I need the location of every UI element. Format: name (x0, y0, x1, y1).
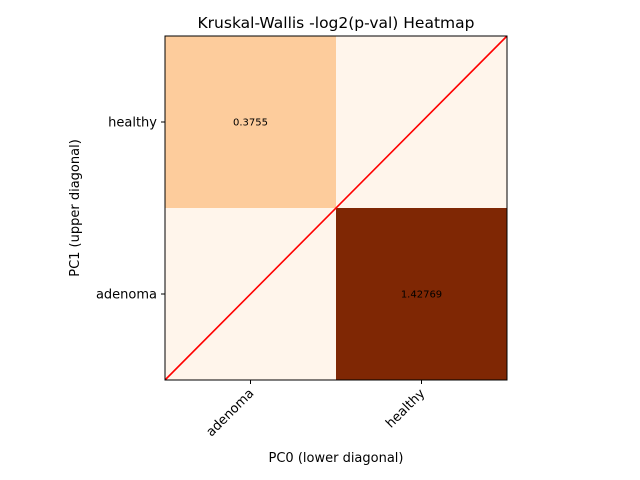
heatmap-cell-labels: 0.3755 1.42769 (233, 118, 442, 301)
cell-value-label: 0.3755 (233, 118, 268, 129)
heatmap-cell-1-1 (336, 208, 508, 381)
x-axis-label: PC0 (lower diagonal) (269, 451, 404, 466)
y-axis-ticks: healthy adenoma (96, 116, 165, 303)
chart-title: Kruskal-Wallis -log2(p-val) Heatmap (198, 14, 475, 32)
y-tick-label-adenoma: adenoma (96, 288, 157, 303)
x-tick-label-healthy: healthy (383, 386, 428, 431)
y-tick-label-healthy: healthy (108, 116, 157, 131)
x-axis-ticks: adenoma healthy (204, 380, 429, 440)
x-tick-label-adenoma: adenoma (204, 386, 258, 440)
diagonal-line (164, 35, 508, 381)
cell-value-label: 1.42769 (401, 290, 442, 301)
plot-frame (164, 35, 508, 381)
y-axis-label: PC1 (upper diagonal) (68, 139, 83, 277)
heatmap-cell-0-0 (165, 36, 337, 209)
